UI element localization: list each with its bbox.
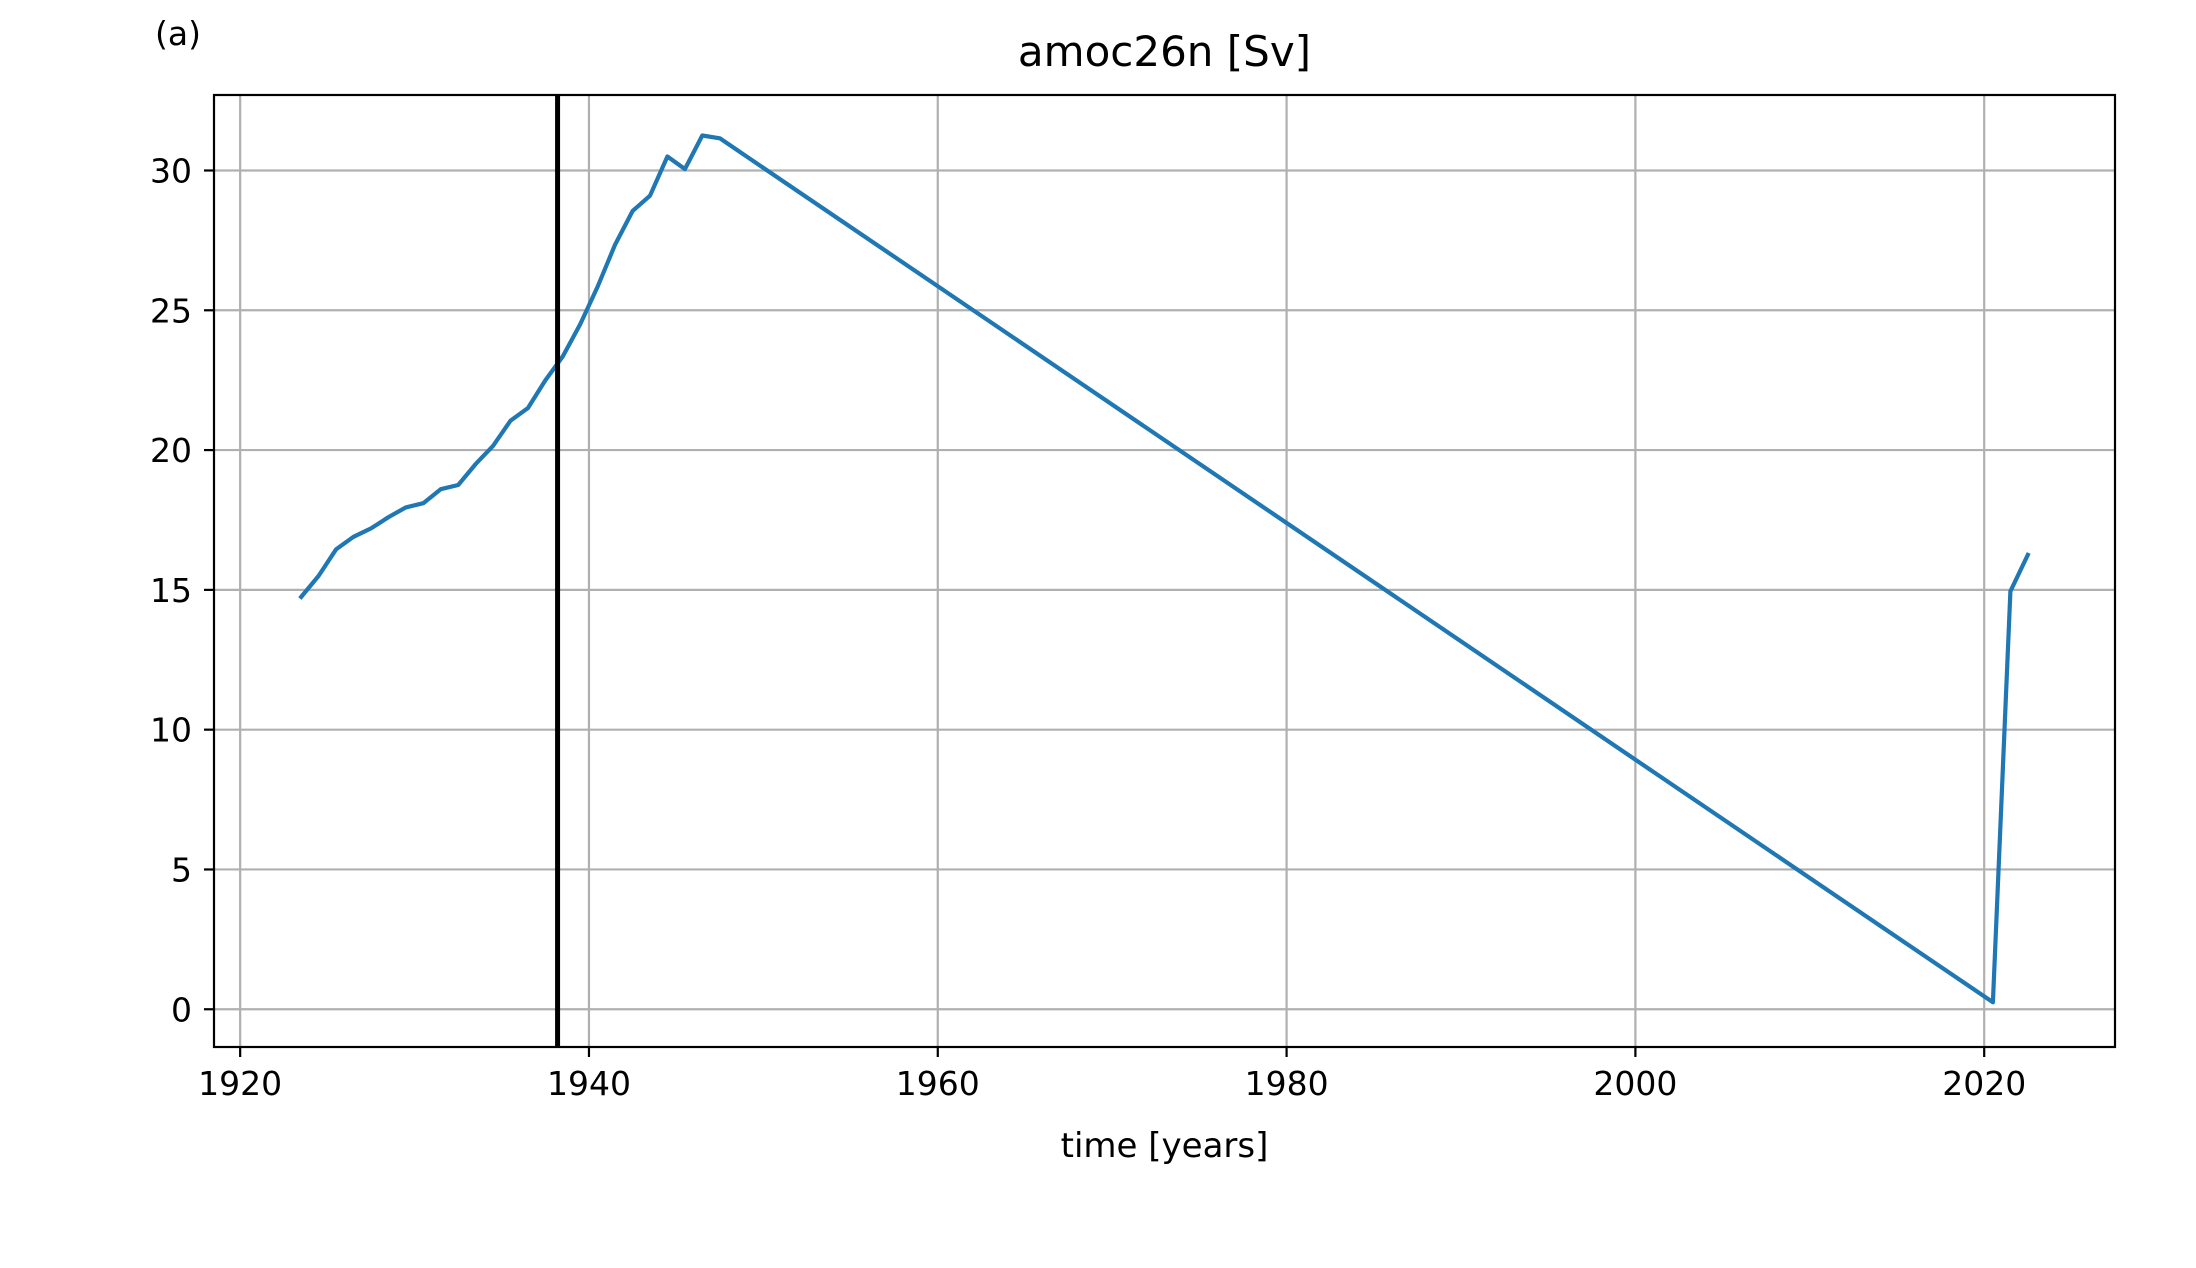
axis-ticks: 1920 1940 1960 1980 2000 2020 0 5 10 15 20 25 30 <box>150 151 2026 1103</box>
chart-title: amoc26n [Sv] <box>1018 27 1311 76</box>
x-tick-label: 1940 <box>547 1064 631 1103</box>
panel-label: (a) <box>155 14 201 53</box>
x-axis-label: time [years] <box>1061 1126 1269 1166</box>
series-layer <box>298 133 2031 1005</box>
y-tick-label: 30 <box>150 151 192 190</box>
y-tick-label: 25 <box>150 291 192 330</box>
y-tick-label: 10 <box>150 711 192 750</box>
x-tick-label: 1960 <box>896 1064 980 1103</box>
x-tick-label: 2000 <box>1593 1064 1677 1103</box>
y-tick-label: 5 <box>171 850 192 889</box>
y-tick-label: 20 <box>150 431 192 470</box>
y-tick-label: 15 <box>150 571 192 610</box>
grid-lines <box>214 95 2115 1047</box>
x-tick-label: 1980 <box>1245 1064 1329 1103</box>
amoc-series-line <box>298 133 2031 1005</box>
y-tick-label: 0 <box>171 990 192 1029</box>
x-tick-label: 2020 <box>1942 1064 2026 1103</box>
plot-area-frame <box>212 93 2117 1049</box>
x-tick-label: 1920 <box>198 1064 282 1103</box>
